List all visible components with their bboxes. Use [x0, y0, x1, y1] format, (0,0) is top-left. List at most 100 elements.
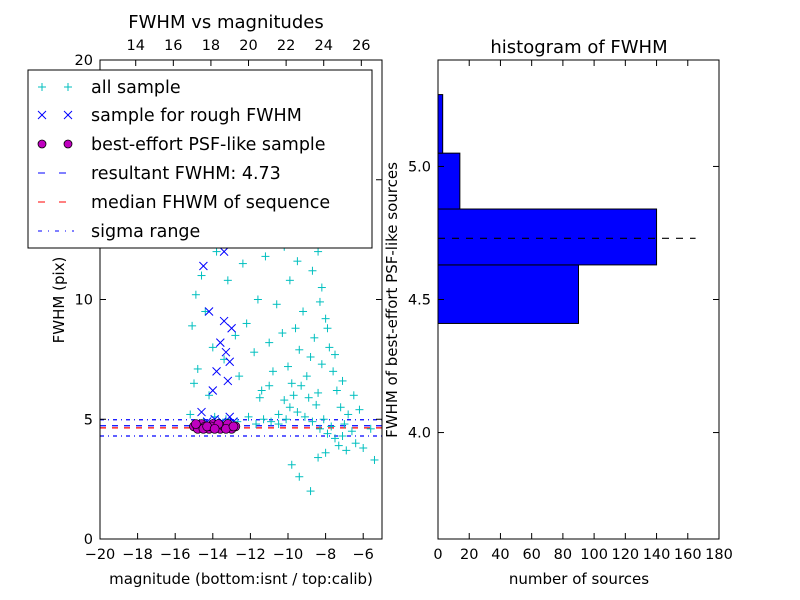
point-all-sample [327, 422, 336, 431]
hist-x-tick-label: 140 [643, 547, 671, 563]
top-tick-label: 20 [239, 38, 257, 54]
hist-x-tick-label: 80 [554, 547, 572, 563]
hist-x-tick-label: 120 [611, 547, 639, 563]
scatter-series-psf [189, 419, 241, 434]
point-all-sample [325, 343, 334, 352]
point-all-sample [274, 420, 283, 429]
point-all-sample [272, 300, 281, 309]
point-all-sample [242, 319, 251, 328]
y-tick-label: 20 [75, 53, 93, 69]
legend-marker-circle [63, 139, 73, 149]
point-all-sample [315, 424, 324, 433]
point-all-sample [323, 429, 332, 438]
histogram-bar [437, 94, 444, 154]
point-all-sample [278, 329, 287, 338]
scatter-x-axis-label: magnitude (bottom:isnt / top:calib) [109, 570, 373, 588]
point-all-sample [349, 391, 358, 400]
point-all-sample [257, 386, 266, 395]
point-all-sample [344, 410, 353, 419]
point-all-sample [285, 276, 294, 285]
point-all-sample [190, 379, 198, 388]
hist-y-tick-label: 4.0 [408, 426, 431, 442]
point-all-sample [231, 331, 240, 340]
point-all-sample [238, 259, 247, 268]
point-all-sample [253, 295, 262, 304]
point-all-sample [314, 247, 323, 256]
point-all-sample [355, 405, 364, 414]
point-all-sample [201, 307, 210, 316]
point-rough-sample [223, 376, 233, 386]
point-all-sample [306, 352, 315, 361]
point-all-sample [308, 417, 317, 426]
histogram-bar [437, 264, 579, 324]
x-tick-label: −18 [122, 547, 153, 563]
legend-entry-median: median FHWM of sequence [38, 193, 330, 213]
point-all-sample [334, 441, 343, 450]
x-tick-label: −14 [197, 547, 228, 563]
point-all-sample [306, 487, 315, 496]
point-all-sample [297, 381, 306, 390]
point-all-sample [223, 276, 232, 285]
point-all-sample [274, 410, 283, 419]
point-all-sample [265, 338, 274, 347]
histogram-bar [437, 152, 461, 210]
point-all-sample [289, 391, 298, 400]
legend-label-median: median FHWM of sequence [91, 193, 330, 213]
point-all-sample [315, 297, 324, 306]
point-rough-sample [199, 261, 208, 271]
hist-x-tick-label: 20 [460, 547, 478, 563]
y-tick-label: 10 [75, 293, 93, 309]
x-tick-label: −16 [160, 547, 191, 563]
hist-x-tick-label: 40 [491, 547, 509, 563]
point-all-sample [314, 388, 323, 397]
histogram-y-ticks: 4.0 4.5 5.0 [408, 159, 719, 442]
histogram-y-axis-label: FWHM of best-effort PSF-like sources [383, 162, 401, 438]
legend-box [27, 69, 373, 249]
point-rough-sample [219, 247, 229, 256]
point-all-sample [338, 376, 347, 385]
point-all-sample [321, 314, 330, 323]
point-all-sample [317, 283, 326, 292]
x-tick-label: −10 [273, 547, 304, 563]
point-all-sample [299, 307, 308, 316]
legend-entry-sigma: sigma range [38, 222, 200, 242]
point-all-sample [336, 403, 345, 412]
x-tick-label: −12 [235, 547, 266, 563]
legend-entry-all-sample: all sample [38, 78, 181, 98]
point-all-sample [295, 472, 304, 481]
point-all-sample [259, 415, 268, 424]
point-all-sample [323, 324, 332, 333]
histogram-bars [437, 94, 658, 324]
point-all-sample [291, 324, 300, 333]
scatter-legend: all sample sample for rough FWHM best-ef… [27, 69, 373, 249]
legend-label-resultant: resultant FWHM: 4.73 [91, 164, 281, 184]
top-tick-label: 16 [164, 38, 182, 54]
top-tick-label: 26 [352, 38, 370, 54]
point-psf-sample [209, 423, 220, 434]
histogram-x-axis-label: number of sources [509, 570, 649, 588]
top-tick-label: 14 [126, 38, 144, 54]
point-rough-sample [227, 323, 236, 333]
point-all-sample [329, 367, 338, 376]
hist-x-tick-label: 180 [705, 547, 733, 563]
point-all-sample [310, 333, 319, 342]
point-all-sample [261, 252, 270, 261]
scatter-panel: −20 −18 −16 −14 −12 −10 −8 −6 14 16 18 20 22 24 26 0 5… [27, 12, 383, 588]
point-all-sample [342, 446, 351, 455]
point-all-sample [321, 448, 330, 457]
point-all-sample [285, 403, 294, 412]
y-tick-label: 5 [84, 412, 93, 428]
point-all-sample [212, 247, 221, 256]
point-psf-sample [191, 419, 201, 429]
point-all-sample [304, 393, 313, 402]
point-all-sample [287, 379, 296, 388]
point-all-sample [250, 348, 259, 357]
point-psf-sample [228, 421, 239, 432]
top-tick-label: 22 [277, 38, 295, 54]
point-all-sample [287, 460, 296, 469]
point-rough-sample [225, 357, 235, 367]
histogram-bar [437, 208, 658, 266]
point-all-sample [340, 420, 349, 429]
point-all-sample [193, 364, 202, 373]
point-all-sample [370, 455, 379, 464]
